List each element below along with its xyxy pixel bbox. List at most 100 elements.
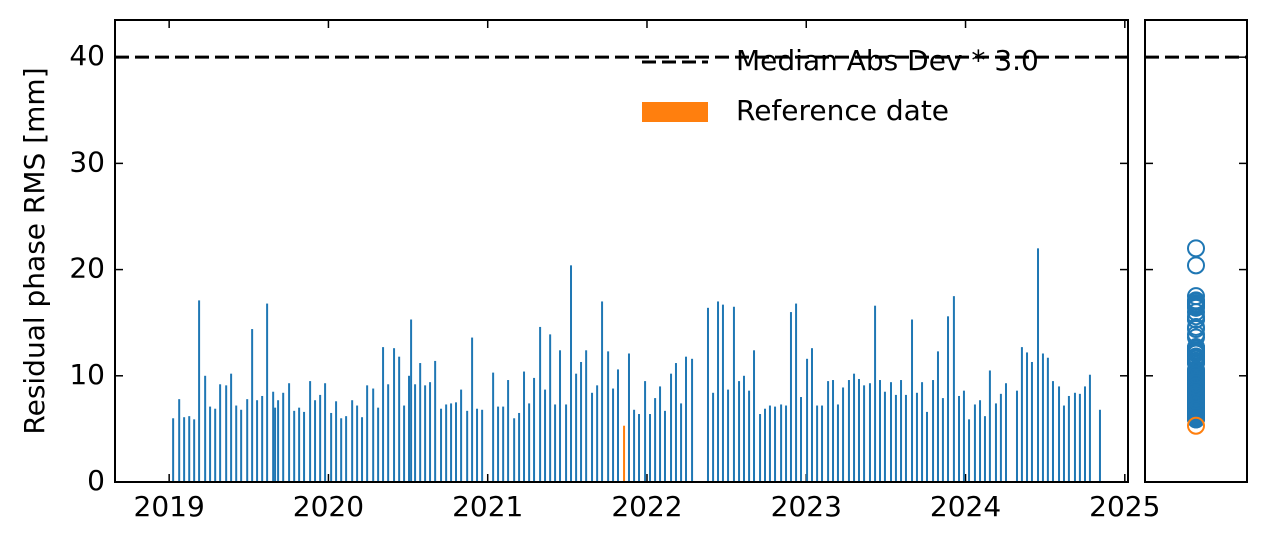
bar bbox=[936, 351, 939, 482]
bar bbox=[246, 399, 249, 482]
bar bbox=[1020, 347, 1023, 482]
bar bbox=[219, 384, 222, 482]
bar bbox=[398, 356, 401, 482]
bar bbox=[712, 392, 715, 482]
bar bbox=[789, 312, 792, 482]
y-tick-label: 40 bbox=[69, 39, 105, 72]
bar bbox=[434, 360, 437, 482]
bar bbox=[565, 404, 568, 482]
bar bbox=[518, 412, 521, 482]
bar bbox=[539, 326, 542, 482]
bar bbox=[836, 404, 839, 482]
bar bbox=[810, 348, 813, 482]
bar bbox=[601, 301, 604, 482]
bar bbox=[1037, 248, 1040, 482]
bar bbox=[644, 381, 647, 482]
bar bbox=[1078, 393, 1081, 482]
bar bbox=[774, 406, 777, 482]
bar bbox=[266, 303, 269, 482]
y-axis-label: Residual phase RMS [mm] bbox=[18, 67, 51, 434]
panel-frame bbox=[1144, 19, 1248, 483]
bar bbox=[800, 397, 803, 482]
value-marker bbox=[1187, 416, 1205, 435]
bar bbox=[721, 304, 724, 482]
bar bbox=[288, 383, 291, 482]
bar bbox=[732, 306, 735, 482]
bar bbox=[476, 408, 479, 482]
bar bbox=[1067, 395, 1070, 482]
value-marker bbox=[1187, 407, 1205, 426]
bar bbox=[309, 381, 312, 482]
bar bbox=[663, 410, 666, 482]
bar bbox=[240, 409, 243, 482]
bar bbox=[706, 307, 709, 482]
value-marker bbox=[1187, 239, 1205, 258]
bar bbox=[717, 301, 720, 482]
bar bbox=[627, 353, 630, 482]
bar bbox=[874, 305, 877, 482]
x-tick-label: 2019 bbox=[134, 490, 205, 523]
bar bbox=[214, 408, 217, 482]
value-marker bbox=[1187, 287, 1205, 306]
value-marker bbox=[1187, 365, 1205, 384]
bar bbox=[674, 363, 677, 482]
bar bbox=[988, 370, 991, 482]
bar bbox=[513, 418, 516, 482]
bar bbox=[492, 372, 495, 482]
bar bbox=[235, 405, 238, 482]
bar bbox=[900, 380, 903, 482]
x-tick-label: 2023 bbox=[771, 490, 842, 523]
bar bbox=[853, 373, 856, 482]
bar bbox=[387, 384, 390, 482]
bar bbox=[533, 377, 536, 482]
y-tick-label: 10 bbox=[69, 358, 105, 391]
value-marker bbox=[1187, 352, 1205, 371]
plot-frame bbox=[114, 19, 1129, 483]
bar bbox=[393, 348, 396, 482]
bar bbox=[261, 395, 264, 482]
y-tick-label: 0 bbox=[87, 464, 105, 497]
value-marker bbox=[1187, 256, 1205, 275]
bar bbox=[654, 398, 657, 482]
bar bbox=[1083, 386, 1086, 482]
bar bbox=[419, 363, 422, 482]
bar bbox=[1004, 383, 1007, 482]
y-tick-label: 30 bbox=[69, 145, 105, 178]
legend-label: Median Abs Dev * 3.0 bbox=[736, 44, 1039, 77]
bar bbox=[1058, 386, 1061, 482]
value-marker bbox=[1187, 338, 1205, 357]
bar bbox=[670, 373, 673, 482]
bar bbox=[356, 405, 359, 482]
x-tick-label: 2025 bbox=[1089, 490, 1160, 523]
bar bbox=[178, 399, 181, 482]
value-marker bbox=[1187, 372, 1205, 391]
bar bbox=[445, 404, 448, 482]
bar bbox=[921, 382, 924, 482]
bar bbox=[1015, 390, 1018, 482]
bar bbox=[894, 394, 897, 482]
bar bbox=[188, 416, 191, 482]
bar bbox=[440, 408, 443, 482]
bar bbox=[1026, 352, 1029, 482]
bar bbox=[958, 395, 961, 482]
bar bbox=[748, 390, 751, 482]
bar bbox=[915, 392, 918, 482]
bar bbox=[911, 319, 914, 482]
bar bbox=[623, 425, 626, 482]
bar bbox=[523, 371, 526, 482]
bar bbox=[460, 389, 463, 482]
bar bbox=[251, 329, 254, 482]
y-tick-label: 20 bbox=[69, 252, 105, 285]
bar bbox=[999, 393, 1002, 482]
bar bbox=[806, 358, 809, 482]
value-marker bbox=[1187, 296, 1205, 315]
bar bbox=[768, 405, 771, 482]
bar bbox=[857, 378, 860, 482]
bar bbox=[183, 417, 186, 482]
bar bbox=[979, 400, 982, 482]
bar bbox=[209, 406, 212, 482]
bar bbox=[879, 380, 882, 482]
bar bbox=[633, 409, 636, 482]
bar bbox=[868, 383, 871, 482]
